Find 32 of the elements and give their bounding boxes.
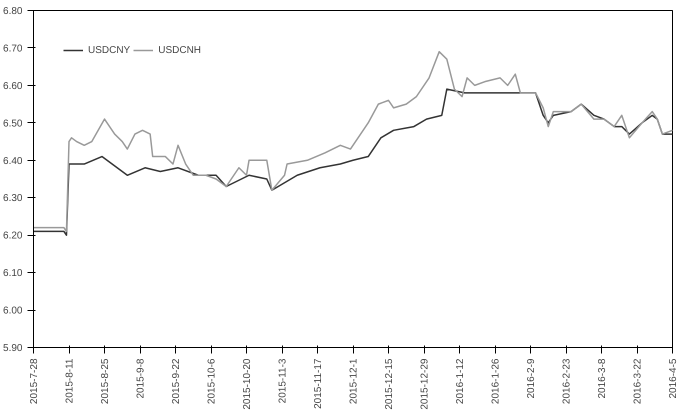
y-tick-label: 6.30 (3, 193, 23, 204)
x-tick-label: 2016-1-26 (490, 358, 502, 404)
x-tick-label: 2015-12-29 (420, 358, 430, 410)
x-tick-label: 2015-8-11 (64, 358, 76, 404)
y-tick-label: 5.90 (3, 343, 23, 354)
x-tick-label: 2015-8-25 (100, 358, 111, 404)
x-tick-label: 2015-11-3 (278, 358, 288, 404)
y-tick-label: 6.50 (3, 118, 23, 130)
x-tick-label: 2015-10-20 (242, 358, 253, 410)
x-tick-label: 2015-10-6 (206, 358, 218, 404)
legend-label: USDCNY (88, 44, 130, 56)
x-tick-label: 2016-2-9 (526, 358, 537, 399)
x-tick-label: 2016-3-8 (597, 358, 608, 399)
y-tick-label: 6.10 (3, 268, 23, 280)
x-tick-label: 2016-2-23 (562, 358, 572, 404)
line-series (34, 88, 672, 236)
y-tick-label: 6.00 (3, 306, 23, 317)
y-tick-label: 6.60 (3, 80, 23, 92)
x-tick-label: 2015-7-28 (29, 358, 40, 404)
x-tick-label: 2016-1-12 (455, 358, 466, 404)
x-tick-label: 2015-9-22 (171, 358, 182, 404)
y-tick-label: 6.20 (3, 230, 23, 242)
y-tick-label: 6.70 (3, 43, 23, 54)
x-tick-label: 2015-9-8 (136, 358, 146, 399)
legend-label: USDCNH (158, 44, 202, 56)
x-tick-label: 2015-12-1 (348, 358, 360, 404)
y-tick-label: 6.80 (3, 6, 23, 17)
y-tick-label: 6.40 (3, 156, 23, 167)
x-tick-label: 2016-4-5 (668, 358, 679, 399)
x-tick-label: 2015-12-15 (384, 358, 395, 410)
x-tick-label: 2015-11-17 (313, 358, 324, 409)
x-tick-label: 2016-3-22 (632, 358, 644, 404)
